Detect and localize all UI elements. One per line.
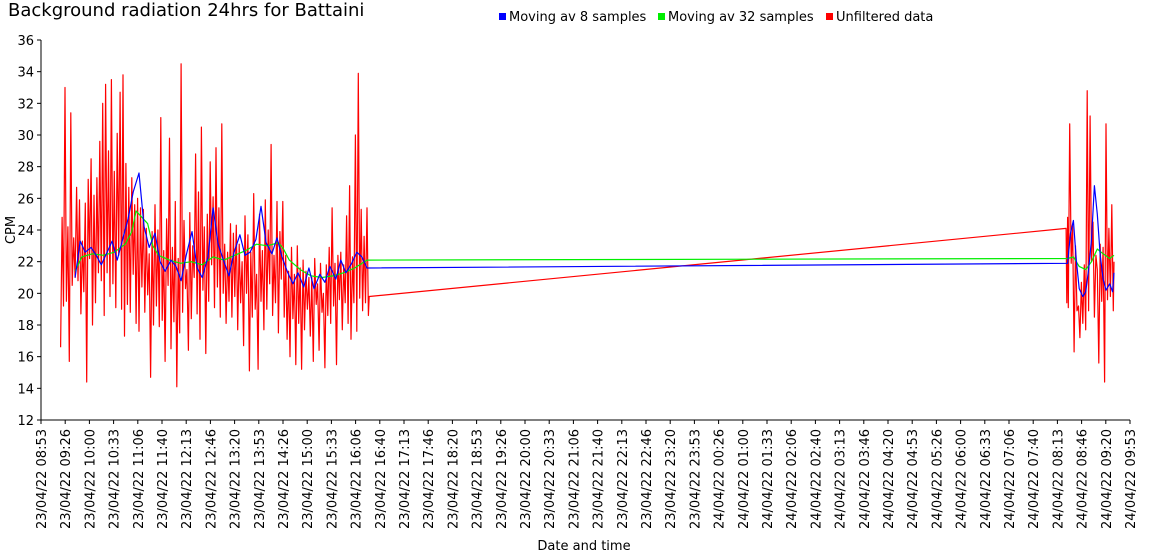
y-tick-label: 16 [17, 351, 34, 366]
series-lines [60, 63, 1115, 388]
x-tick-label: 24/04/22 04:20 [882, 429, 897, 529]
x-tick-label: 23/04/22 09:26 [59, 429, 74, 529]
y-tick-label: 28 [17, 161, 34, 176]
x-tick-label: 23/04/22 10:33 [108, 429, 123, 529]
x-tick-label: 23/04/22 18:20 [446, 429, 461, 529]
x-tick-label: 23/04/22 12:46 [204, 429, 219, 529]
legend-swatch-unfiltered [826, 13, 833, 20]
x-tick-label: 23/04/22 15:33 [325, 429, 340, 529]
y-axis-ticks: 12 14 16 18 20 22 24 26 28 30 32 34 36 [17, 34, 41, 429]
legend: Moving av 8 samples Moving av 32 samples… [499, 10, 933, 25]
x-tick-label: 23/04/22 10:00 [83, 429, 98, 529]
x-tick-label: 23/04/22 18:53 [471, 429, 486, 529]
x-tick-label: 24/04/22 02:40 [809, 429, 824, 529]
y-tick-label: 30 [17, 129, 34, 144]
x-tick-label: 24/04/22 08:46 [1076, 429, 1091, 529]
legend-swatch-moving-av-32 [658, 13, 665, 20]
x-tick-label: 23/04/22 08:53 [35, 429, 50, 529]
y-tick-label: 24 [17, 224, 34, 239]
x-tick-label: 24/04/22 00:26 [713, 429, 728, 529]
x-axis-label: Date and time [537, 539, 630, 554]
x-tick-label: 23/04/22 19:26 [495, 429, 510, 529]
legend-label-moving-av-32: Moving av 32 samples [668, 10, 814, 25]
series-line-moving-av-8-samples [74, 172, 1115, 298]
x-tick-label: 23/04/22 13:53 [253, 429, 268, 529]
y-axis-label: CPM [4, 216, 19, 244]
x-tick-label: 23/04/22 17:13 [398, 429, 413, 529]
series-line-moving-av-32-samples [74, 210, 1115, 279]
x-tick-label: 24/04/22 09:20 [1100, 429, 1115, 529]
x-tick-label: 23/04/22 15:00 [301, 429, 316, 529]
x-tick-label: 23/04/22 13:20 [229, 429, 244, 529]
x-tick-label: 23/04/22 11:06 [132, 429, 147, 529]
y-tick-label: 32 [17, 97, 34, 112]
y-tick-label: 14 [17, 382, 34, 397]
x-tick-label: 23/04/22 17:46 [422, 429, 437, 529]
legend-swatch-moving-av-8 [499, 13, 506, 20]
legend-label-unfiltered: Unfiltered data [836, 10, 933, 25]
y-tick-label: 20 [17, 287, 34, 302]
x-tick-label: 23/04/22 14:26 [277, 429, 292, 529]
x-tick-label: 23/04/22 22:46 [640, 429, 655, 529]
x-tick-label: 24/04/22 03:13 [834, 429, 849, 529]
x-tick-label: 23/04/22 21:40 [592, 429, 607, 529]
legend-label-moving-av-8: Moving av 8 samples [509, 10, 647, 25]
y-tick-label: 34 [17, 66, 34, 81]
y-tick-label: 26 [17, 192, 34, 207]
x-tick-label: 23/04/22 12:13 [180, 429, 195, 529]
x-tick-label: 24/04/22 07:40 [1027, 429, 1042, 529]
x-tick-label: 24/04/22 08:13 [1051, 429, 1066, 529]
x-axis-ticks: 23/04/22 08:53 23/04/22 09:26 23/04/22 10:… [35, 420, 1139, 529]
y-tick-label: 12 [17, 414, 34, 429]
x-tick-label: 24/04/22 04:53 [906, 429, 921, 529]
x-tick-label: 23/04/22 22:13 [616, 429, 631, 529]
x-tick-label: 24/04/22 07:06 [1003, 429, 1018, 529]
x-tick-label: 24/04/22 02:06 [785, 429, 800, 529]
x-tick-label: 24/04/22 01:33 [761, 429, 776, 529]
x-tick-label: 24/04/22 03:46 [858, 429, 873, 529]
x-tick-label: 24/04/22 06:00 [955, 429, 970, 529]
x-tick-label: 23/04/22 20:33 [543, 429, 558, 529]
chart-title: Background radiation 24hrs for Battaini [8, 0, 364, 21]
series-line-unfiltered-data [60, 63, 1115, 388]
x-tick-label: 23/04/22 16:40 [374, 429, 389, 529]
x-tick-label: 23/04/22 16:06 [350, 429, 365, 529]
x-tick-label: 24/04/22 01:00 [737, 429, 752, 529]
x-tick-label: 23/04/22 23:20 [664, 429, 679, 529]
x-tick-label: 24/04/22 05:26 [930, 429, 945, 529]
x-tick-label: 24/04/22 09:53 [1124, 429, 1139, 529]
x-tick-label: 24/04/22 06:33 [979, 429, 994, 529]
x-tick-label: 23/04/22 11:40 [156, 429, 171, 529]
y-tick-label: 36 [17, 34, 34, 49]
x-tick-label: 23/04/22 23:53 [688, 429, 703, 529]
y-tick-label: 18 [17, 319, 34, 334]
y-tick-label: 22 [17, 256, 34, 271]
x-tick-label: 23/04/22 21:06 [567, 429, 582, 529]
x-tick-label: 23/04/22 20:00 [519, 429, 534, 529]
